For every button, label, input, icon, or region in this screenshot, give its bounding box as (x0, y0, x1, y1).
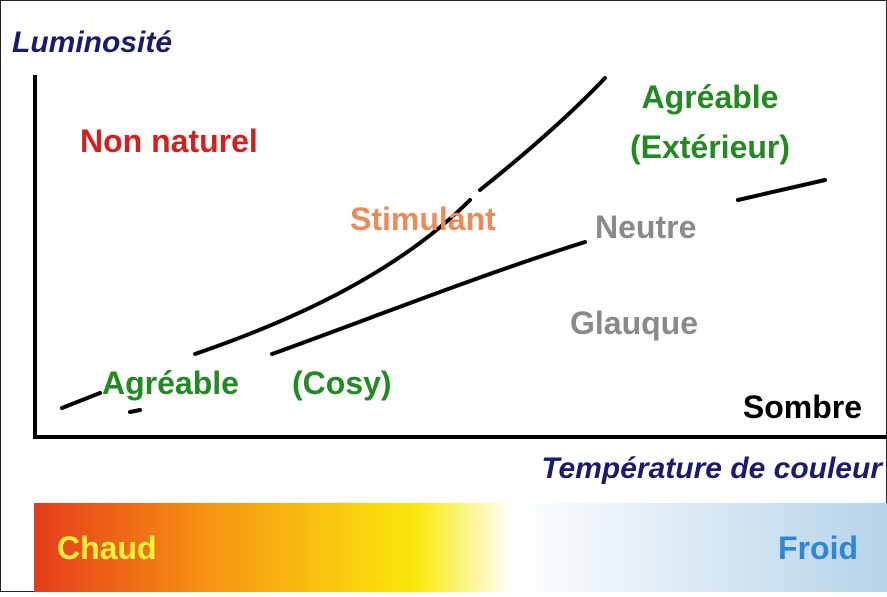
x-axis-label: Température de couleur (541, 452, 884, 485)
lower-curve (736, 178, 827, 202)
region-label: Sombre (743, 389, 862, 425)
region-label: Neutre (595, 209, 696, 245)
region-label: Stimulant (350, 201, 496, 237)
temperature-gradient (34, 503, 887, 592)
region-label: Agréable (642, 79, 779, 115)
region-label: (Cosy) (292, 365, 392, 401)
kruithof-curves (60, 76, 827, 414)
region-label: Agréable (102, 365, 239, 401)
upper-curve (478, 76, 607, 192)
scale-label: Froid (778, 530, 858, 566)
lower-curve (128, 408, 142, 414)
y-axis-label: Luminosité (12, 26, 172, 59)
upper-curve (193, 198, 472, 356)
region-label: Non naturel (80, 123, 258, 159)
lower-curve (270, 240, 587, 356)
region-label: Glauque (570, 305, 698, 341)
scale-label: Chaud (57, 530, 157, 566)
region-label: (Extérieur) (630, 129, 790, 165)
upper-curve (60, 391, 102, 410)
